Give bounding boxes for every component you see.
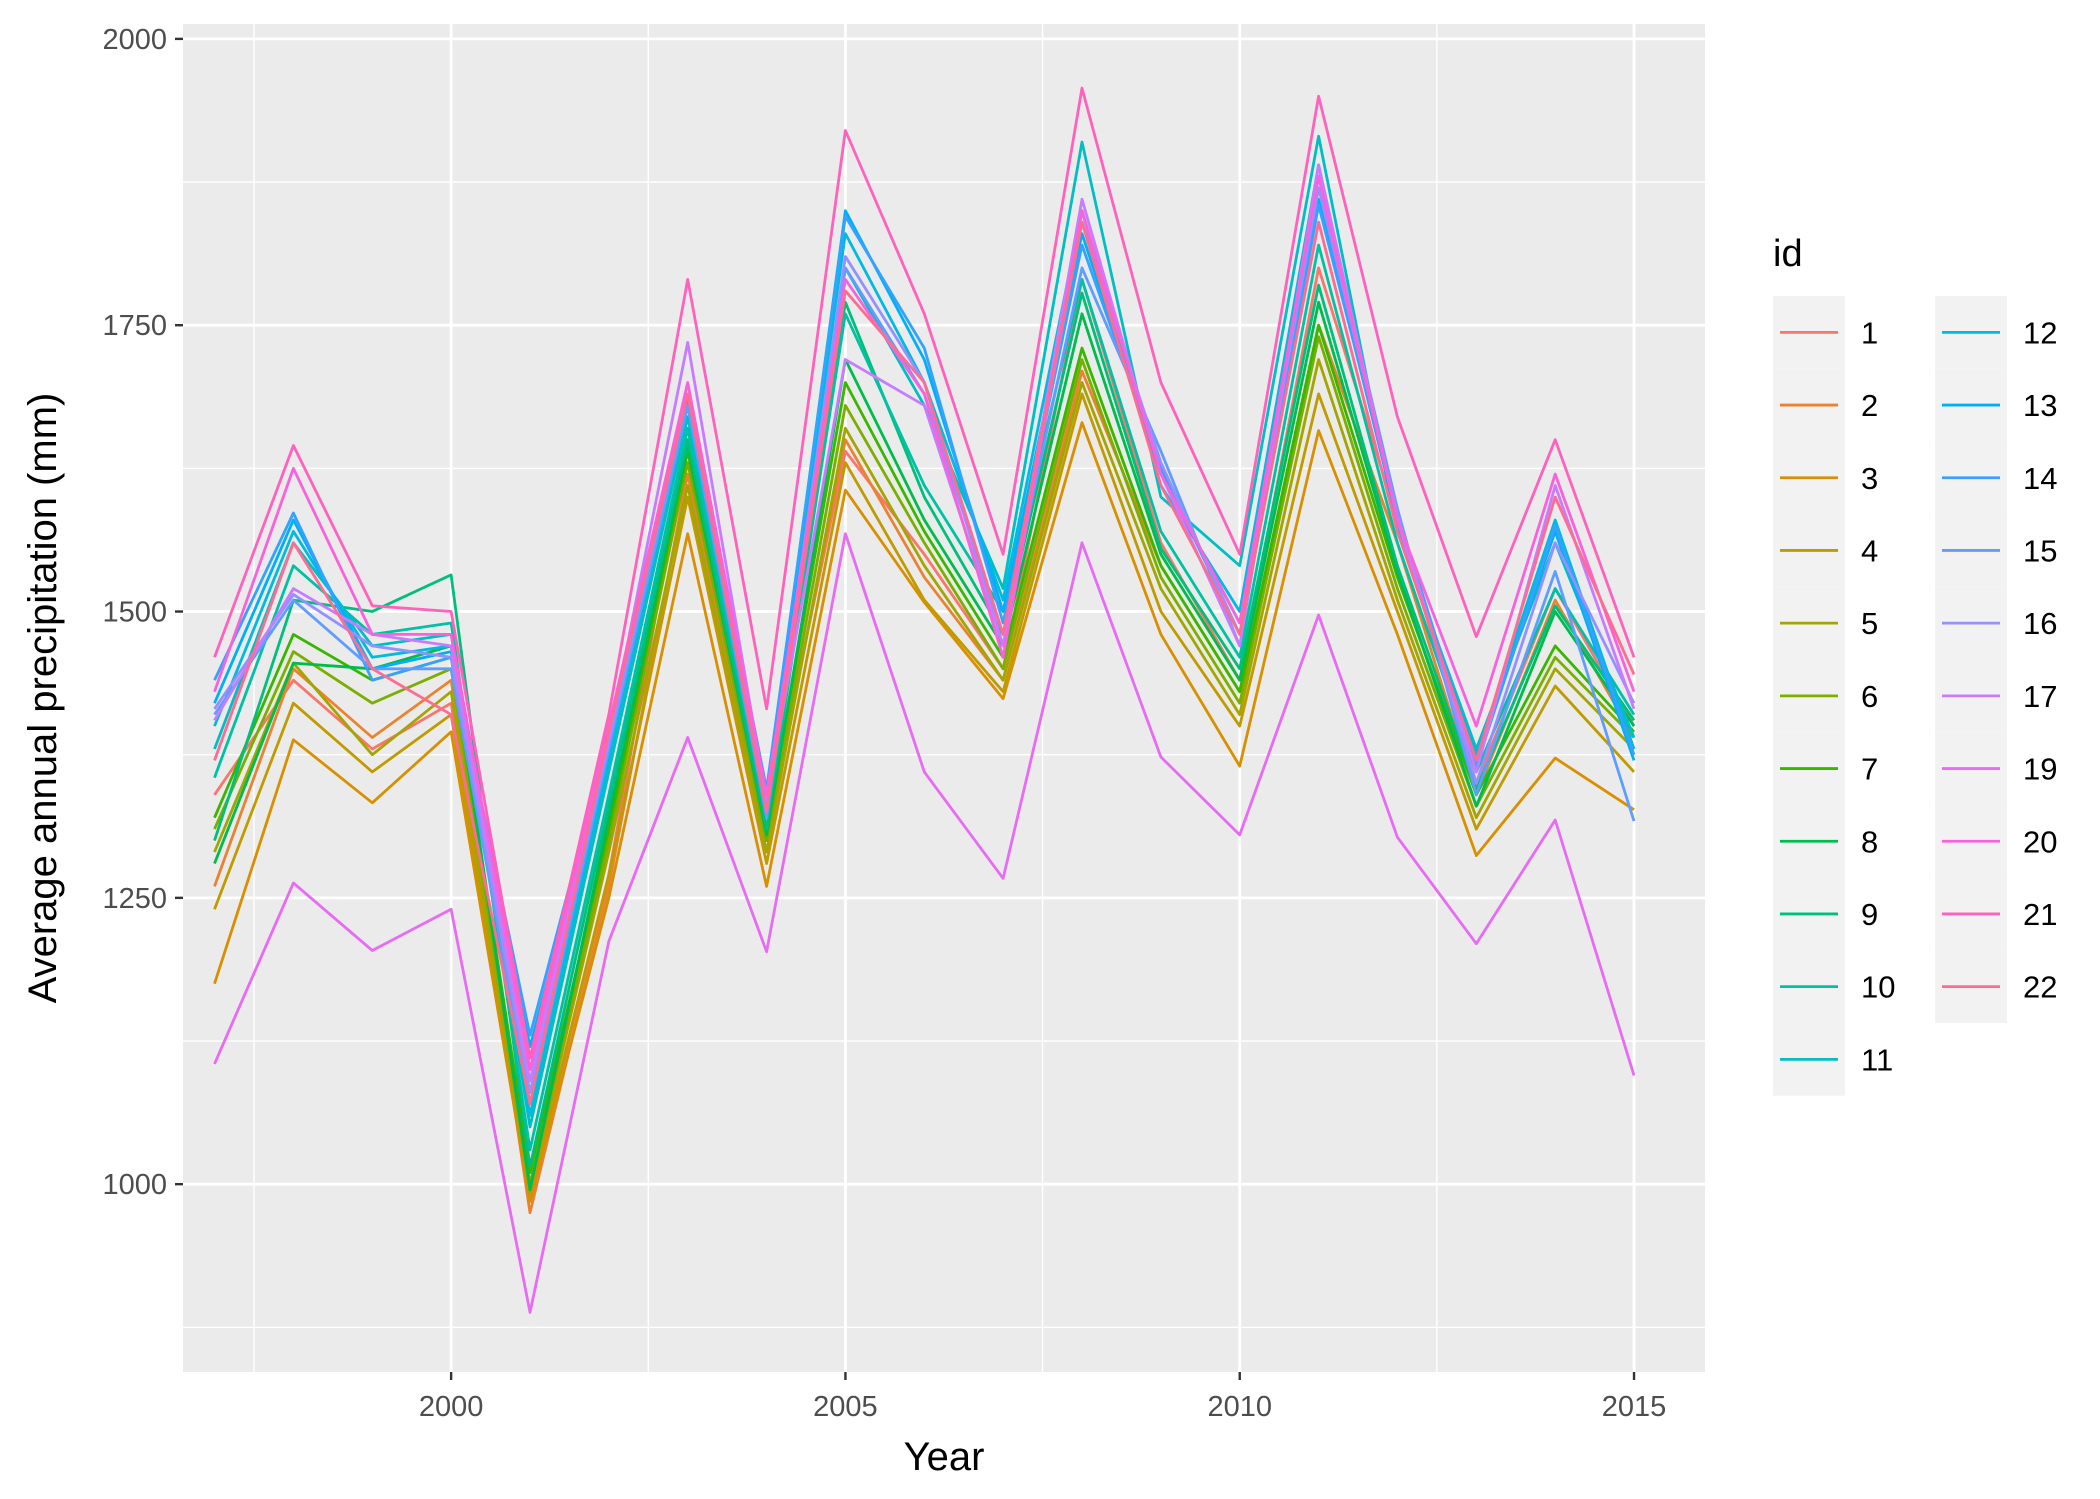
legend-label-4: 4 [1861, 533, 1878, 568]
legend-label-14: 14 [2023, 461, 2057, 496]
legend-label-2: 2 [1861, 388, 1878, 423]
legend-label-1: 1 [1861, 315, 1878, 350]
legend-label-22: 22 [2023, 970, 2057, 1005]
legend-label-21: 21 [2023, 897, 2057, 932]
legend-label-8: 8 [1861, 824, 1878, 859]
legend-label-11: 11 [1861, 1042, 1893, 1077]
legend-label-10: 10 [1861, 970, 1895, 1005]
series-line-19 [213, 532, 1636, 1314]
series-line-22 [213, 220, 1636, 1106]
x-tick-label-3: 2015 [1602, 1391, 1667, 1423]
legend-label-16: 16 [2023, 606, 2057, 641]
legend-label-19: 19 [2023, 752, 2057, 787]
series-lines [213, 86, 1636, 1314]
legend-label-9: 9 [1861, 897, 1878, 932]
axis-ticks [175, 37, 1636, 1380]
x-tick-label-0: 2000 [419, 1391, 484, 1423]
legend-label-20: 20 [2023, 824, 2057, 859]
plot-panel [183, 24, 1705, 1372]
y-tick-label-3: 1750 [102, 310, 167, 342]
x-tick-labels: 2000 2005 2010 2015 [419, 1391, 1666, 1423]
legend-label-15: 15 [2023, 533, 2057, 568]
legend-label-17: 17 [2023, 679, 2057, 714]
y-tick-label-1: 1250 [102, 883, 167, 915]
series-line-5 [213, 358, 1635, 1192]
legend-label-13: 13 [2023, 388, 2057, 423]
series-line-21 [213, 86, 1636, 1060]
y-tick-label-2: 1500 [102, 597, 167, 629]
x-tick-label-1: 2005 [813, 1391, 878, 1423]
series-line-20 [213, 174, 1636, 1071]
x-tick-label-2: 2010 [1207, 1391, 1272, 1423]
series-line-9 [213, 283, 1636, 1169]
y-tick-label-4: 2000 [102, 24, 167, 56]
legend-label-12: 12 [2023, 315, 2057, 350]
legend-label-7: 7 [1861, 752, 1878, 787]
x-axis-title: Year [904, 1435, 985, 1479]
legend-label-6: 6 [1861, 679, 1878, 714]
y-axis-title: Average annual precipitation (mm) [21, 393, 65, 1004]
y-tick-labels: 1000 1250 1500 1750 2000 [102, 24, 167, 1201]
legend-title: id [1773, 233, 1803, 275]
y-tick-label-0: 1000 [102, 1169, 167, 1201]
series-line-10 [213, 243, 1636, 1152]
legend-label-3: 3 [1861, 461, 1878, 496]
legend-label-5: 5 [1861, 606, 1878, 641]
grid-minor [183, 24, 1705, 1372]
series-line-3 [213, 421, 1635, 1203]
